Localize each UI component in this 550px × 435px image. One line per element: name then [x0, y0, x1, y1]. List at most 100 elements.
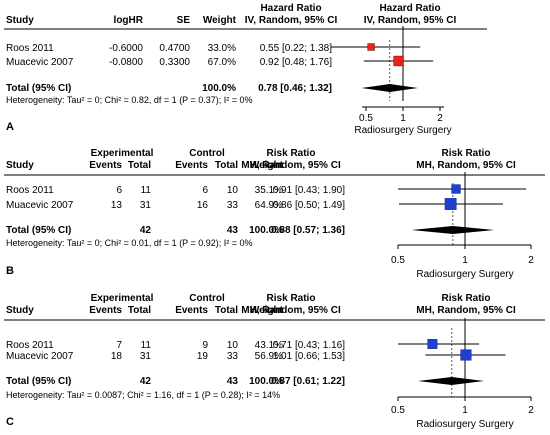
- header-effect-title: Hazard Ratio: [260, 3, 321, 14]
- ci-text: 0.55 [0.22; 1.38]: [260, 43, 333, 54]
- total-experimental: 11: [141, 185, 152, 196]
- header-effect-sub: MH, Random, 95% CI: [241, 160, 341, 171]
- total-label: Total (95% CI): [6, 225, 71, 236]
- total-experimental: 31: [140, 351, 152, 362]
- events-experimental: 6: [116, 185, 122, 196]
- ci-text: 0.92 [0.48; 1.76]: [260, 57, 333, 68]
- total-control: 10: [227, 185, 239, 196]
- x-tick-label: 1: [400, 113, 406, 124]
- weight-value: 64.9%: [255, 200, 283, 211]
- x-tick-label: 2: [528, 255, 534, 266]
- total-ci-text: 0.87 [0.61; 1.22]: [271, 376, 345, 387]
- header-events-exp: Events: [89, 160, 122, 171]
- header-plot-sub: IV, Random, 95% CI: [364, 15, 457, 26]
- x-tick-label: 0.5: [359, 113, 373, 124]
- se-value: 0.4700: [159, 43, 190, 54]
- panel-label: A: [6, 121, 14, 133]
- header-study: Study: [6, 160, 34, 171]
- ci-text: 1.01 [0.66; 1.53]: [273, 351, 346, 362]
- header-weight: Weight: [250, 160, 284, 171]
- header-effect-sub: IV, Random, 95% CI: [245, 15, 338, 26]
- header-effect-title: Risk Ratio: [267, 293, 316, 304]
- header-experimental: Experimental: [91, 293, 154, 304]
- header-loghr: logHR: [114, 15, 144, 26]
- study-estimate-marker: [444, 198, 457, 210]
- header-plot-sub: MH, Random, 95% CI: [416, 305, 516, 316]
- ci-text: 0.86 [0.50; 1.49]: [273, 200, 346, 211]
- total-experimental: 31: [140, 200, 152, 211]
- x-tick-label: 1: [462, 405, 468, 416]
- total-control: 33: [227, 351, 239, 362]
- pooled-diamond: [417, 377, 484, 385]
- header-total-exp: Total: [128, 160, 151, 171]
- ci-text: 0.91 [0.43; 1.90]: [273, 185, 346, 196]
- header-plot-title: Risk Ratio: [442, 293, 491, 304]
- panel-label: C: [6, 416, 14, 428]
- total-weight: 100.0%: [202, 83, 236, 94]
- loghr-value: -0.6000: [109, 43, 143, 54]
- header-control: Control: [189, 293, 225, 304]
- study-name: Muacevic 2007: [6, 57, 74, 68]
- total-experimental-sum: 42: [140, 225, 152, 236]
- weight-value: 35.1%: [255, 185, 283, 196]
- total-experimental: 11: [141, 340, 152, 351]
- total-weight: 100.0%: [249, 376, 283, 387]
- total-control: 10: [227, 340, 239, 351]
- se-value: 0.3300: [159, 57, 190, 68]
- heterogeneity-text: Heterogeneity: Tau² = 0.0087; Chi² = 1.1…: [6, 390, 280, 400]
- header-experimental: Experimental: [91, 148, 154, 159]
- study-name: Roos 2011: [6, 185, 54, 196]
- panel-label: B: [6, 265, 14, 277]
- weight-value: 56.9%: [255, 351, 283, 362]
- x-axis-label: Radiosurgery Surgery: [354, 125, 451, 136]
- header-plot-sub: MH, Random, 95% CI: [416, 160, 516, 171]
- header-total-ctl: Total: [215, 160, 238, 171]
- events-control: 9: [202, 340, 208, 351]
- header-study: Study: [6, 305, 34, 316]
- header-total-ctl: Total: [215, 305, 238, 316]
- heterogeneity-text: Heterogeneity: Tau² = 0; Chi² = 0.82, df…: [6, 95, 253, 105]
- study-estimate-marker: [393, 55, 404, 67]
- header-control: Control: [189, 148, 225, 159]
- study-name: Roos 2011: [6, 340, 54, 351]
- study-estimate-marker: [460, 349, 472, 361]
- weight-value: 33.0%: [208, 43, 236, 54]
- total-weight: 100.0%: [249, 225, 283, 236]
- events-control: 6: [202, 185, 208, 196]
- pooled-diamond: [361, 84, 418, 92]
- weight-value: 43.1%: [255, 340, 283, 351]
- total-label: Total (95% CI): [6, 83, 71, 94]
- total-experimental-sum: 42: [140, 376, 152, 387]
- weight-value: 67.0%: [208, 57, 236, 68]
- x-tick-label: 2: [528, 405, 534, 416]
- header-weight: Weight: [250, 305, 284, 316]
- total-ci-text: 0.78 [0.46; 1.32]: [258, 83, 332, 94]
- study-name: Roos 2011: [6, 43, 54, 54]
- header-effect-sub: MH, Random, 95% CI: [241, 305, 341, 316]
- panel-c: Experimental Control Risk Ratio Risk Ratio S…: [4, 293, 545, 430]
- header-events-ctl: Events: [175, 305, 208, 316]
- x-axis-label: Radiosurgery Surgery: [416, 269, 513, 280]
- header-plot-title: Hazard Ratio: [379, 3, 440, 14]
- header-se: SE: [177, 15, 191, 26]
- header-events-exp: Events: [89, 305, 122, 316]
- total-control: 33: [227, 200, 239, 211]
- header-effect-title: Risk Ratio: [267, 148, 316, 159]
- total-label: Total (95% CI): [6, 376, 71, 387]
- heterogeneity-text: Heterogeneity: Tau² = 0; Chi² = 0.01, df…: [6, 238, 253, 248]
- study-estimate-marker: [451, 184, 461, 194]
- header-study: Study: [6, 15, 34, 26]
- events-experimental: 7: [116, 340, 122, 351]
- events-experimental: 18: [111, 351, 123, 362]
- x-tick-label: 0.5: [391, 255, 405, 266]
- x-tick-label: 0.5: [391, 405, 405, 416]
- x-axis-label: Radiosurgery Surgery: [416, 419, 513, 430]
- total-control-sum: 43: [227, 225, 239, 236]
- total-ci-text: 0.88 [0.57; 1.36]: [271, 225, 345, 236]
- total-control-sum: 43: [227, 376, 239, 387]
- x-tick-label: 1: [462, 255, 468, 266]
- loghr-value: -0.0800: [109, 57, 143, 68]
- events-experimental: 13: [111, 200, 123, 211]
